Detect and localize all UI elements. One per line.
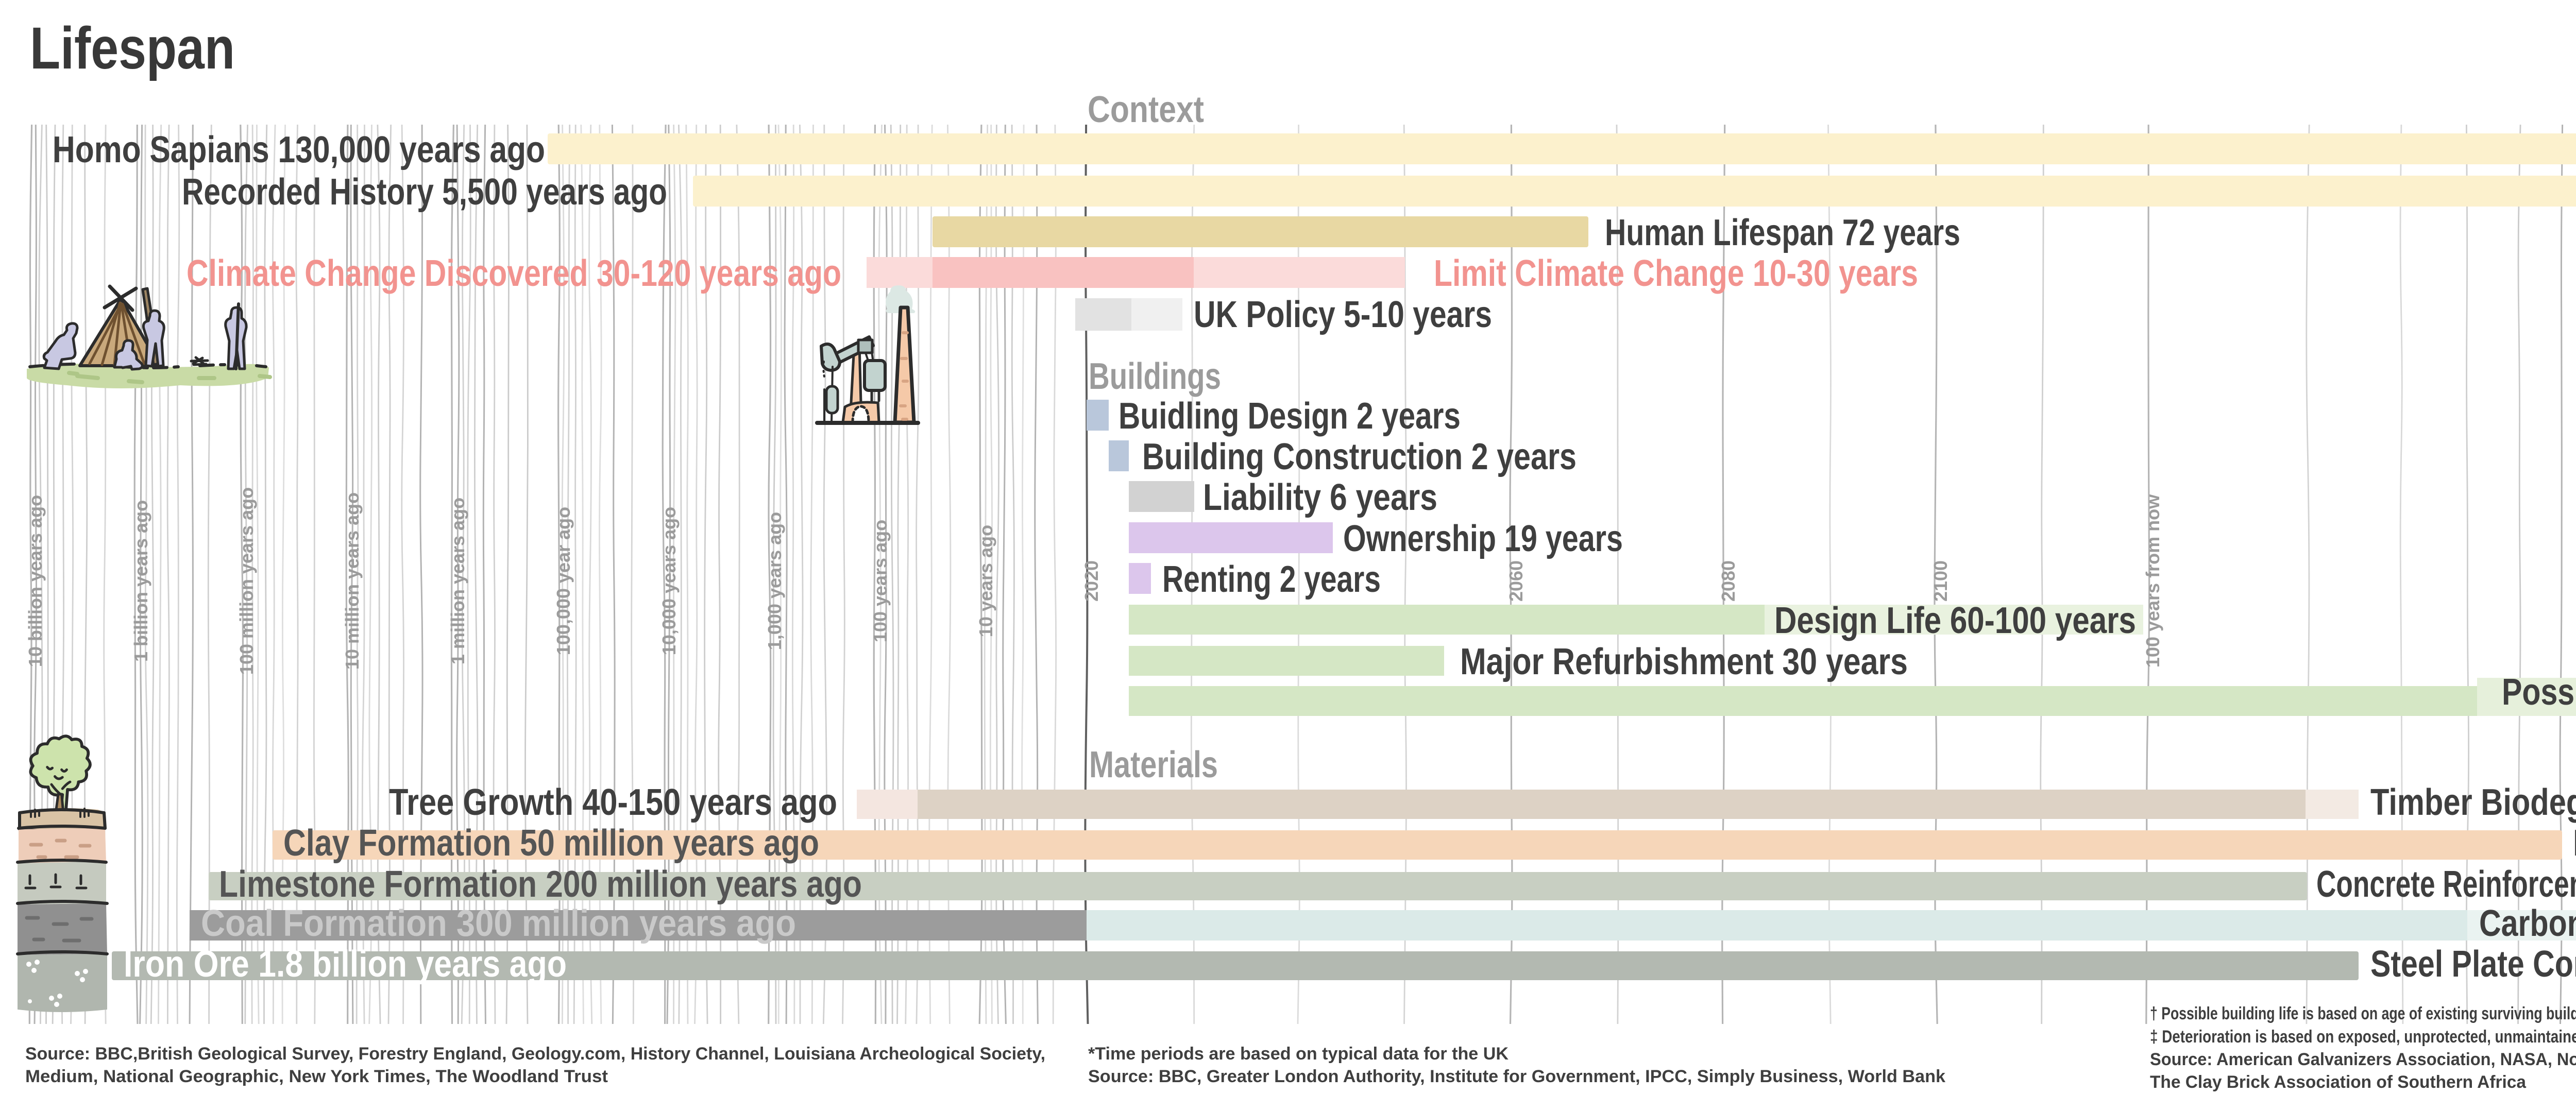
svg-text:Iron Ore 1.8 billion years ago: Iron Ore 1.8 billion years ago (124, 944, 567, 985)
svg-text:1,000 years ago: 1,000 years ago (764, 512, 785, 650)
svg-text:10,000 years ago: 10,000 years ago (658, 507, 680, 655)
svg-text:Brick Deterioration 500 years: Brick Deterioration 500 years (2573, 823, 2576, 864)
svg-text:Building Construction 2 years: Building Construction 2 years (1142, 436, 1577, 477)
svg-text:† Possible building life is ba: † Possible building life is based on age… (2150, 1004, 2576, 1023)
svg-text:Human Lifespan 72 years: Human Lifespan 72 years (1605, 212, 1960, 253)
svg-text:‡ Deterioration is based on ex: ‡ Deterioration is based on exposed, unp… (2150, 1027, 2576, 1047)
svg-text:Design Life 60-100 years: Design Life 60-100 years (1774, 600, 2136, 641)
svg-text:Context: Context (1088, 89, 1204, 130)
svg-text:100,000 year ago: 100,000 year ago (553, 507, 574, 655)
svg-text:Buidling Design 2 years: Buidling Design 2 years (1118, 396, 1461, 437)
svg-text:Limestone Formation 200 millio: Limestone Formation 200 million years ag… (219, 864, 862, 905)
svg-text:Source: American Galvanizers A: Source: American Galvanizers Association… (2150, 1050, 2576, 1069)
svg-text:100 million years ago: 100 million years ago (236, 487, 257, 675)
svg-text:UK Policy 5-10 years: UK Policy 5-10 years (1194, 294, 1492, 335)
svg-text:1 million years ago: 1 million years ago (447, 498, 468, 664)
svg-text:100 years ago: 100 years ago (870, 520, 891, 642)
svg-text:Coal Formation 300 million yea: Coal Formation 300 million years ago (201, 903, 796, 944)
svg-text:*Time periods are based on typ: *Time periods are based on typical data … (1088, 1044, 1509, 1064)
svg-text:The Clay Brick Association of: The Clay Brick Association of Southern A… (2150, 1072, 2527, 1092)
svg-text:Source: BBC,British Geological: Source: BBC,British Geological Survey, F… (25, 1044, 1045, 1064)
svg-text:100 years from now: 100 years from now (2142, 494, 2163, 668)
svg-text:Medium, National Geographic, N: Medium, National Geographic, New York Ti… (25, 1067, 608, 1086)
svg-text:2080: 2080 (1718, 560, 1739, 602)
svg-text:Liability 6 years: Liability 6 years (1203, 477, 1437, 518)
svg-text:Renting 2 years: Renting 2 years (1162, 559, 1381, 600)
svg-text:Limit Climate Change 10-30 yea: Limit Climate Change 10-30 years (1434, 253, 1918, 294)
svg-text:2100: 2100 (1930, 560, 1951, 602)
svg-text:Ownership 19 years: Ownership 19 years (1343, 518, 1623, 559)
svg-text:Clay Formation 50 million year: Clay Formation 50 million years ago (283, 823, 819, 864)
svg-text:10 million years ago: 10 million years ago (342, 492, 363, 670)
svg-text:10 years ago: 10 years ago (975, 525, 996, 637)
svg-text:Recorded History 5,500 years a: Recorded History 5,500 years ago (182, 172, 667, 213)
svg-text:2020: 2020 (1081, 560, 1102, 602)
svg-text:Materials: Materials (1089, 744, 1218, 785)
svg-text:Homo Sapians 130,000 years ago: Homo Sapians 130,000 years ago (53, 129, 545, 170)
svg-text:Timber Biodegrade 100-150 year: Timber Biodegrade 100-150 years (2370, 782, 2576, 823)
svg-text:Source: BBC, Greater London Au: Source: BBC, Greater London Authority, I… (1088, 1067, 1945, 1086)
svg-text:1 billion years ago: 1 billion years ago (130, 500, 151, 662)
svg-text:Possible Building Lifespan 6,0: Possible Building Lifespan 6,000+ years (2502, 672, 2576, 713)
svg-text:Climate Change Discovered 30-1: Climate Change Discovered 30-120 years a… (187, 253, 841, 294)
svg-text:Lifespan: Lifespan (30, 15, 235, 81)
svg-text:Steel Plate Corrosion 150 year: Steel Plate Corrosion 150 years (2370, 944, 2576, 985)
svg-text:Carbon Emissions Absorbed 300-: Carbon Emissions Absorbed 300-1,000 year… (2479, 903, 2576, 944)
svg-text:Tree Growth 40-150 years ago: Tree Growth 40-150 years ago (389, 782, 837, 823)
svg-text:2060: 2060 (1505, 560, 1527, 602)
svg-text:10 billion years ago: 10 billion years ago (25, 495, 46, 667)
svg-text:Buildings: Buildings (1089, 356, 1221, 397)
svg-text:Concrete Reinforcement Corrosi: Concrete Reinforcement Corrosion 100 yea… (2316, 864, 2576, 905)
svg-text:Major Refurbishment 30 years: Major Refurbishment 30 years (1460, 641, 1908, 682)
